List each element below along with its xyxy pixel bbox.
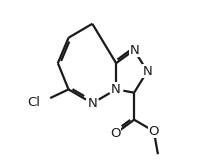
Text: O: O: [110, 127, 121, 140]
Text: O: O: [149, 125, 159, 138]
Text: N: N: [142, 65, 152, 78]
Text: N: N: [87, 97, 97, 110]
Text: Cl: Cl: [27, 96, 40, 110]
Text: N: N: [111, 83, 121, 96]
Text: N: N: [129, 43, 139, 57]
